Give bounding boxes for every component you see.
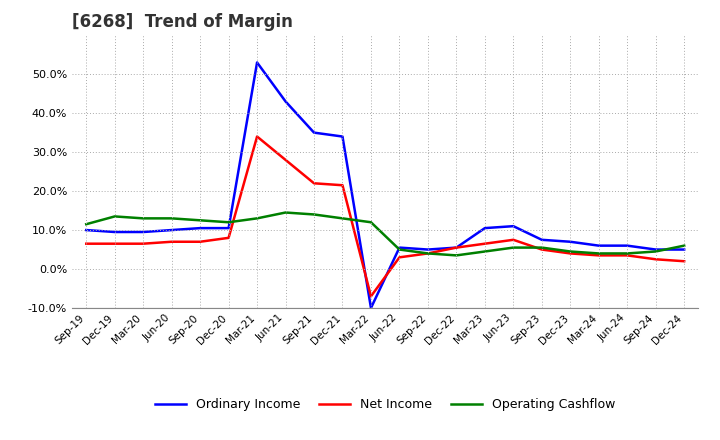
Net Income: [253, 134, 261, 139]
Operating Cashflow: [225, 220, 233, 225]
Ordinary Income: [395, 245, 404, 250]
Net Income: [225, 235, 233, 241]
Net Income: [167, 239, 176, 244]
Operating Cashflow: [366, 220, 375, 225]
Ordinary Income: [509, 224, 518, 229]
Ordinary Income: [196, 225, 204, 231]
Net Income: [623, 253, 631, 258]
Ordinary Income: [452, 245, 461, 250]
Ordinary Income: [253, 60, 261, 65]
Operating Cashflow: [452, 253, 461, 258]
Line: Net Income: Net Income: [86, 136, 684, 296]
Net Income: [196, 239, 204, 244]
Operating Cashflow: [537, 245, 546, 250]
Ordinary Income: [680, 247, 688, 252]
Operating Cashflow: [595, 251, 603, 256]
Ordinary Income: [652, 247, 660, 252]
Operating Cashflow: [423, 251, 432, 256]
Ordinary Income: [110, 229, 119, 235]
Operating Cashflow: [395, 247, 404, 252]
Ordinary Income: [366, 305, 375, 311]
Ordinary Income: [167, 227, 176, 233]
Operating Cashflow: [110, 214, 119, 219]
Net Income: [139, 241, 148, 246]
Ordinary Income: [225, 225, 233, 231]
Ordinary Income: [139, 229, 148, 235]
Net Income: [423, 251, 432, 256]
Net Income: [452, 245, 461, 250]
Net Income: [395, 255, 404, 260]
Operating Cashflow: [652, 249, 660, 254]
Net Income: [509, 237, 518, 242]
Net Income: [680, 259, 688, 264]
Net Income: [110, 241, 119, 246]
Line: Ordinary Income: Ordinary Income: [86, 62, 684, 308]
Net Income: [338, 183, 347, 188]
Operating Cashflow: [680, 243, 688, 248]
Operating Cashflow: [310, 212, 318, 217]
Operating Cashflow: [623, 251, 631, 256]
Ordinary Income: [537, 237, 546, 242]
Ordinary Income: [282, 99, 290, 104]
Operating Cashflow: [82, 222, 91, 227]
Operating Cashflow: [566, 249, 575, 254]
Operating Cashflow: [139, 216, 148, 221]
Ordinary Income: [595, 243, 603, 248]
Operating Cashflow: [167, 216, 176, 221]
Ordinary Income: [623, 243, 631, 248]
Net Income: [480, 241, 489, 246]
Net Income: [566, 251, 575, 256]
Operating Cashflow: [282, 210, 290, 215]
Line: Operating Cashflow: Operating Cashflow: [86, 213, 684, 255]
Text: [6268]  Trend of Margin: [6268] Trend of Margin: [72, 13, 293, 31]
Net Income: [537, 247, 546, 252]
Legend: Ordinary Income, Net Income, Operating Cashflow: Ordinary Income, Net Income, Operating C…: [150, 393, 621, 416]
Operating Cashflow: [253, 216, 261, 221]
Net Income: [366, 293, 375, 299]
Net Income: [310, 181, 318, 186]
Ordinary Income: [82, 227, 91, 233]
Operating Cashflow: [480, 249, 489, 254]
Ordinary Income: [310, 130, 318, 135]
Net Income: [82, 241, 91, 246]
Net Income: [282, 157, 290, 162]
Operating Cashflow: [196, 218, 204, 223]
Operating Cashflow: [338, 216, 347, 221]
Net Income: [595, 253, 603, 258]
Net Income: [652, 257, 660, 262]
Ordinary Income: [480, 225, 489, 231]
Ordinary Income: [423, 247, 432, 252]
Operating Cashflow: [509, 245, 518, 250]
Ordinary Income: [338, 134, 347, 139]
Ordinary Income: [566, 239, 575, 244]
